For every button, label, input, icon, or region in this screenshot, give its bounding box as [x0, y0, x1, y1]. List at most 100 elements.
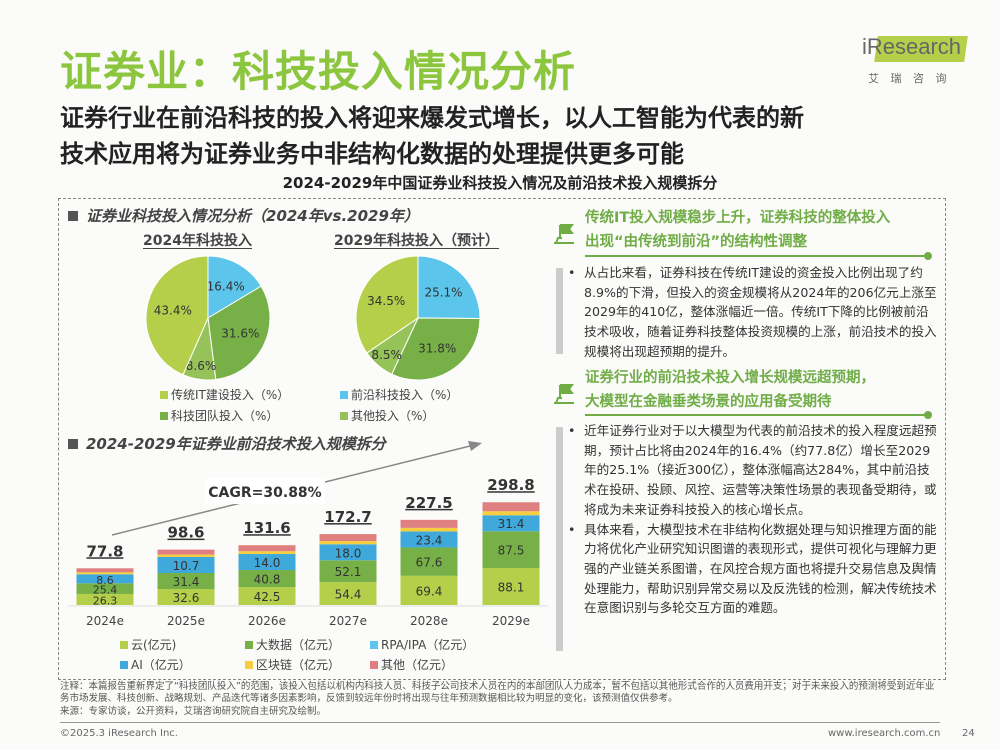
x-tick-label: 2028e — [410, 614, 448, 628]
bullet-item: 从占比来看，证券科技在传统IT建设的资金投入比例出现了约8.9%的下滑，但投入的… — [568, 263, 938, 362]
pie-2029-title: 2029年科技投入（预计） — [334, 233, 499, 249]
cagr-label: CAGR=30.88% — [208, 485, 321, 501]
heading-underline — [585, 411, 932, 419]
bar-segment — [482, 531, 540, 568]
bar-segment — [400, 531, 458, 548]
bar-segment — [76, 574, 134, 584]
bar-segment — [157, 549, 215, 555]
bar-segment — [157, 573, 215, 589]
pie-slice — [391, 317, 481, 381]
pie-slice — [207, 255, 262, 319]
legend-swatch — [160, 391, 168, 399]
bar-segment-label: 42.5 — [254, 590, 281, 604]
bar-total-label: 227.5 — [405, 494, 452, 512]
legend-swatch — [370, 641, 378, 649]
legend-swatch — [120, 641, 128, 649]
x-tick-label: 2024e — [86, 614, 124, 628]
bar-segment — [76, 572, 134, 575]
bullet-item: 具体来看，大模型技术在非结构化数据处理与知识推理方面的能力将优化产业研究知识图谱… — [568, 520, 938, 619]
legend-frontier: 前沿科技投入（%） — [340, 386, 458, 403]
bar-segment-label: 32.6 — [173, 591, 200, 605]
legend-swatch — [245, 641, 253, 649]
bar-segment — [157, 554, 215, 557]
bar-segment-label: 10.7 — [173, 559, 200, 573]
subtitle-line-2: 技术应用将为证券业务中非结构化数据的处理提供更多可能 — [60, 140, 684, 168]
pie-slice — [207, 285, 271, 381]
bullet-item: 近年证券行业对于以大模型为代表的前沿技术的投入程度远超预期，预计占比将由2024… — [568, 421, 938, 520]
bar-segment — [76, 583, 134, 594]
accent-bar — [556, 268, 563, 354]
bar-segment — [319, 541, 377, 545]
bar-segment-label: 31.4 — [498, 517, 525, 531]
bar-total-label: 131.6 — [243, 519, 290, 537]
insight-bullets-2: 近年证券行业对于以大模型为代表的前沿技术的投入程度远超预期，预计占比将由2024… — [568, 421, 938, 618]
x-tick-label: 2025e — [167, 614, 205, 628]
bar-segment-label: 26.3 — [93, 594, 118, 607]
legend-blockchain: 区块链（亿元） — [245, 656, 340, 673]
flag-icon — [554, 224, 574, 244]
pie-slice-label: 31.6% — [221, 327, 259, 341]
chart-title: 2024-2029年中国证券业科技投入情况及前沿技术投入规模拆分 — [282, 174, 718, 192]
content-frame — [58, 198, 946, 680]
pie-slice-label: 8.6% — [186, 359, 217, 373]
bar-segment-label: 67.6 — [416, 556, 443, 570]
bar-segment-label: 40.8 — [254, 573, 281, 587]
legend-other-bar: 其他（亿元） — [370, 656, 453, 673]
insight-heading-1: 传统IT投入规模稳步上升，证券科技的整体投入 出现“由传统到前沿”的结构性调整 — [585, 210, 891, 250]
bar-segment — [238, 551, 296, 555]
bar-segment-label: 88.1 — [498, 580, 525, 594]
bar-total-label: 172.7 — [324, 508, 371, 526]
pie-slice-label: 8.5% — [371, 348, 402, 362]
subtitle-line-1: 证券行业在前沿科技的投入将迎来爆发式增长，以人工智能为代表的新 — [60, 104, 804, 132]
bar-segment — [319, 560, 377, 583]
section-heading-bar: 2024-2029年证券业前沿技术投入规模拆分 — [68, 433, 386, 454]
footnotes: 注释：本篇报告重新界定了“科技团队投入”的范围，该投入包括以机构内科技人员、科技… — [60, 681, 935, 717]
accent-bar — [556, 427, 563, 651]
bar-total-label: 77.8 — [86, 542, 123, 560]
bar-segment-label: 87.5 — [498, 544, 525, 558]
iresearch-logo: iResearch 艾 瑞 咨 询 — [862, 30, 972, 90]
footer-divider — [60, 722, 940, 723]
bar-segment — [238, 570, 296, 588]
pie-slice — [417, 255, 481, 319]
bar-segment-label: 52.1 — [335, 565, 362, 579]
legend-swatch — [340, 391, 348, 399]
x-tick-label: 2029e — [492, 614, 530, 628]
bar-segment — [238, 554, 296, 571]
pie-2024-title: 2024年科技投入 — [143, 233, 252, 249]
pie-slice — [355, 255, 419, 354]
bar-segment — [400, 519, 458, 528]
website-link[interactable]: www.iresearch.com.cn — [828, 728, 941, 739]
legend-team: 科技团队投入（%） — [160, 407, 278, 424]
legend-ai: AI（亿元） — [120, 656, 191, 673]
bar-segment-label: 14.0 — [254, 556, 281, 570]
bar-segment-label: 69.4 — [416, 584, 443, 598]
flag-icon — [554, 384, 574, 404]
bar-segment — [319, 534, 377, 542]
bullet-square-icon — [68, 211, 78, 221]
section-heading-pie: 证券业科技投入情况分析（2024年vs.2029年） — [68, 205, 419, 226]
page-title: 证券业：科技投入情况分析 — [60, 47, 577, 96]
pie-slice-label: 34.5% — [367, 294, 405, 308]
legend-swatch — [370, 661, 378, 669]
bar-segment-label: 18.0 — [335, 546, 362, 560]
bar-segment — [319, 544, 377, 561]
bullet-square-icon — [68, 439, 78, 449]
legend-rpa: RPA/IPA（亿元） — [370, 636, 474, 653]
pie-slice — [145, 255, 209, 376]
pie-slice-label: 16.4% — [207, 280, 245, 294]
legend-swatch — [160, 412, 168, 420]
copyright: ©2025.3 iResearch Inc. — [60, 728, 178, 739]
legend-other: 其他投入（%） — [340, 407, 434, 424]
bar-segment — [482, 511, 540, 516]
bar-segment — [238, 545, 296, 552]
bar-segment — [157, 557, 215, 573]
bar-segment-label: 23.4 — [416, 533, 443, 547]
bar-segment — [157, 589, 215, 605]
x-tick-label: 2026e — [248, 614, 286, 628]
bar-segment-label: 31.4 — [173, 575, 200, 589]
bar-total-label: 98.6 — [167, 524, 204, 542]
legend-traditional-it: 传统IT建设投入（%） — [160, 386, 289, 403]
pie-slice-label: 31.8% — [418, 341, 456, 355]
